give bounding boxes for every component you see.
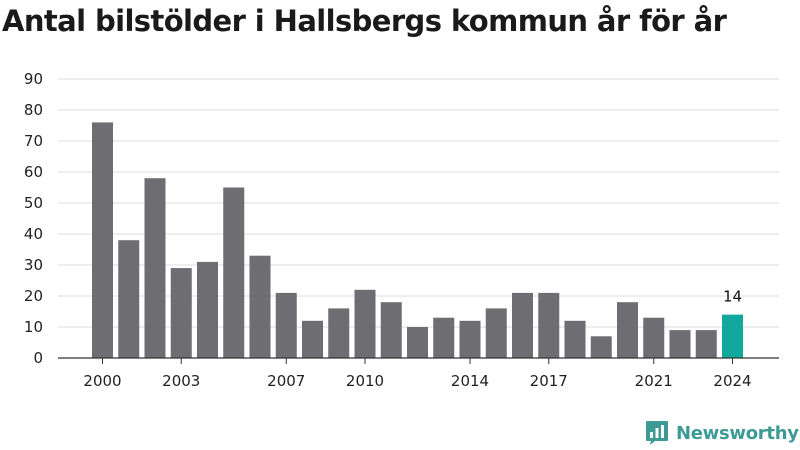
chart-title: Antal bilstölder i Hallsbergs kommun år … [2,4,727,38]
bar-2015[interactable] [485,308,507,358]
bar-2003[interactable] [170,268,192,358]
bar-2019[interactable] [590,336,612,358]
bar-2016[interactable] [512,292,533,358]
y-tick-label: 0 [33,349,43,367]
bar-2002[interactable] [144,178,166,358]
bar-2018[interactable] [564,320,586,358]
data-labels: 14 [723,288,742,306]
bar-2024[interactable] [722,314,743,358]
bar-2009[interactable] [328,308,350,358]
bar-2006[interactable] [249,255,271,358]
newsworthy-logo-icon [646,421,668,445]
brand-name: Newsworthy [676,422,799,444]
newsworthy-brand[interactable]: Newsworthy [645,419,799,447]
y-tick-label: 60 [24,163,43,181]
bar-2022[interactable] [669,330,691,358]
bar-2017[interactable] [538,292,560,358]
bar-2007[interactable] [275,292,297,358]
y-tick-label: 80 [24,101,43,119]
bar-2020[interactable] [617,302,638,358]
x-tick-label: 2000 [83,372,121,390]
x-axis-ticks: 2000 2003 2007 2010 2014 2017 2021 2024 [58,357,779,390]
bar-2023[interactable] [695,330,717,358]
y-tick-label: 50 [24,194,43,212]
y-tick-label: 30 [24,256,43,274]
x-tick-label: 2010 [346,372,384,390]
x-tick-label: 2024 [713,372,751,390]
bar-2008[interactable] [302,320,323,358]
x-tick-label: 2007 [267,372,305,390]
x-tick-label: 2003 [162,372,200,390]
gridlines [58,78,779,328]
data-label-2024: 14 [723,288,742,306]
bar-2004[interactable] [197,261,218,358]
bar-2001[interactable] [118,240,140,358]
bar-2011[interactable] [380,302,402,358]
bar-2005[interactable] [223,187,245,359]
bar-2014[interactable] [459,320,481,358]
x-tick-label: 2014 [451,372,489,390]
bar-2012[interactable] [407,327,428,358]
y-tick-label: 70 [24,132,43,150]
y-axis-ticks: 0 10 20 30 40 50 60 70 80 90 [24,70,43,367]
x-tick-label: 2017 [530,372,568,390]
y-tick-label: 40 [24,225,43,243]
bar-2010[interactable] [354,289,376,358]
bar-2021[interactable] [643,317,665,358]
bar-2013[interactable] [433,317,455,358]
y-tick-label: 10 [24,318,43,336]
y-tick-label: 90 [24,70,43,88]
bars [92,122,743,359]
x-tick-label: 2021 [635,372,673,390]
y-tick-label: 20 [24,287,43,305]
bar-2000[interactable] [92,122,113,359]
